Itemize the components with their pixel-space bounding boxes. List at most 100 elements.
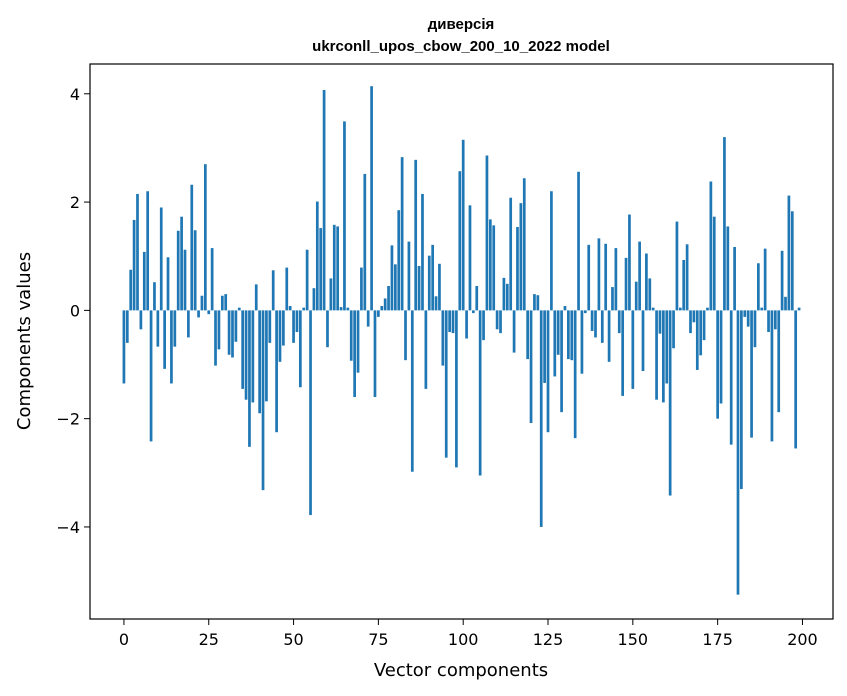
x-tick-label: 125 xyxy=(533,630,564,649)
y-axis-ticks: −4 −2 0 2 4 xyxy=(56,85,90,537)
bar xyxy=(275,310,278,433)
bar xyxy=(298,310,302,388)
bar xyxy=(421,193,424,311)
bar xyxy=(248,310,251,447)
bar xyxy=(156,310,160,347)
bar xyxy=(183,249,187,311)
bar xyxy=(760,307,764,311)
bar xyxy=(478,310,482,476)
bar xyxy=(723,137,726,311)
bar xyxy=(475,286,479,311)
bar xyxy=(203,164,207,311)
bar xyxy=(397,210,401,311)
bar xyxy=(332,224,336,311)
bar xyxy=(339,307,343,311)
bar xyxy=(241,310,245,389)
bar xyxy=(149,310,153,442)
bar xyxy=(482,310,485,341)
bar xyxy=(224,294,228,311)
bar xyxy=(441,310,445,366)
bar xyxy=(244,310,248,400)
bar xyxy=(366,310,370,327)
bar xyxy=(750,310,753,438)
bar xyxy=(502,277,506,311)
bar xyxy=(560,310,563,413)
plot-frame xyxy=(89,63,834,620)
bar xyxy=(638,241,641,311)
bar xyxy=(251,310,255,403)
bar xyxy=(787,195,791,311)
bar xyxy=(488,219,492,311)
chart-title-line-2: ukrconll_upos_cbow_200_10_2022 model xyxy=(312,38,610,55)
bar xyxy=(611,287,614,311)
bar xyxy=(146,191,150,311)
bar xyxy=(631,310,635,389)
bar xyxy=(797,307,801,311)
bar xyxy=(767,310,770,333)
bar xyxy=(268,310,272,343)
y-tick-label: 2 xyxy=(70,193,80,212)
bar xyxy=(444,310,448,458)
bar xyxy=(285,267,289,311)
bar xyxy=(689,310,692,334)
bar xyxy=(580,310,584,374)
bar xyxy=(353,310,356,397)
x-tick-label: 75 xyxy=(368,630,388,649)
bar xyxy=(668,310,672,496)
bar xyxy=(651,307,655,311)
y-tick-label: −2 xyxy=(56,410,80,429)
bar xyxy=(597,238,601,311)
bar xyxy=(271,270,275,311)
bar xyxy=(122,310,126,384)
bar xyxy=(777,310,781,413)
bar xyxy=(370,86,373,311)
bar xyxy=(214,310,217,366)
x-axis-label: Vector components xyxy=(374,660,548,681)
bar xyxy=(190,184,194,311)
bar xyxy=(784,296,787,311)
bar xyxy=(393,264,397,311)
bar xyxy=(773,310,777,330)
bar xyxy=(617,310,621,334)
bar xyxy=(448,310,451,333)
bar xyxy=(390,245,394,311)
bar xyxy=(410,310,414,472)
bar xyxy=(753,310,757,348)
bar xyxy=(505,283,509,311)
chart-title-line-1: диверсія xyxy=(428,16,495,33)
bar xyxy=(288,306,292,311)
bar xyxy=(763,248,767,311)
bar xyxy=(170,310,173,384)
bar xyxy=(363,173,367,311)
y-tick-label: 4 xyxy=(70,85,80,104)
bar xyxy=(794,310,798,449)
bar xyxy=(621,310,625,396)
bar xyxy=(519,203,523,311)
bar xyxy=(546,310,550,433)
bar xyxy=(349,310,353,361)
bar xyxy=(692,310,696,323)
bar xyxy=(434,296,438,311)
bar xyxy=(790,211,794,311)
y-tick-label: 0 xyxy=(70,301,80,320)
bar xyxy=(492,225,496,311)
bar xyxy=(153,282,156,311)
bar xyxy=(543,310,546,383)
bar xyxy=(590,310,594,331)
bar xyxy=(159,207,163,311)
bar xyxy=(346,307,350,311)
bar xyxy=(295,310,299,333)
bar xyxy=(380,306,384,311)
bar xyxy=(329,278,333,311)
bar xyxy=(302,307,306,311)
x-tick-label: 150 xyxy=(618,630,649,649)
bar xyxy=(322,89,326,311)
bar xyxy=(526,310,530,360)
y-tick-label: −4 xyxy=(56,518,80,537)
bar xyxy=(757,263,760,311)
bar xyxy=(570,310,574,361)
bar xyxy=(139,310,143,330)
bar xyxy=(665,310,669,384)
x-tick-label: 25 xyxy=(199,630,219,649)
